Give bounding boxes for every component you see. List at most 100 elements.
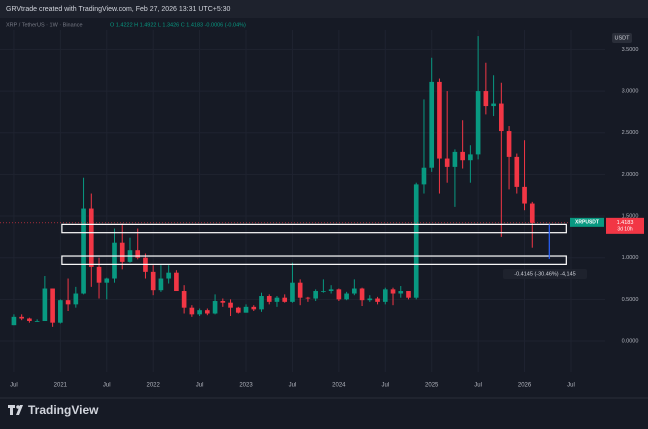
y-tick-label: 1.5000 (622, 213, 639, 219)
symbol-tag-text: XRPUSDT (575, 220, 599, 226)
currency: USDT (615, 35, 631, 41)
candle-body (491, 103, 496, 107)
candle-body (189, 307, 195, 315)
candle-body (406, 291, 411, 298)
x-tick-label: Jul (103, 383, 111, 389)
candle-body (344, 293, 349, 300)
candle-body (522, 186, 527, 204)
candle-body (290, 282, 295, 302)
x-tick-label: Jul (474, 383, 482, 389)
candle-body (421, 167, 427, 185)
candle-body (336, 289, 342, 300)
candle-body (11, 316, 17, 326)
candle-body (475, 91, 481, 155)
candle-body (359, 288, 365, 301)
top-bar (0, 0, 648, 18)
logo (8, 405, 23, 415)
symbol-tag (570, 217, 604, 227)
y-tick-label: 2.5000 (622, 130, 639, 136)
candle-body (460, 151, 465, 161)
candle-body (297, 282, 303, 298)
measure-box (503, 268, 587, 279)
candle-body (88, 208, 94, 267)
currency-box (612, 33, 632, 43)
candle-body (266, 296, 272, 302)
x-tick-label: Jul (196, 383, 204, 389)
price-tag-text: 1.4183 (617, 220, 634, 226)
candle-body (413, 184, 419, 298)
price-tag (606, 217, 644, 234)
candle-body (305, 297, 311, 299)
candle-body (96, 266, 102, 283)
x-tick-label: Jul (381, 383, 389, 389)
y-tick-label: 0.0000 (622, 338, 639, 344)
candle-body (274, 297, 280, 302)
symbol: XRP / TetherUS · 1W · Binance (6, 22, 83, 28)
candle-body (50, 288, 55, 323)
x-tick-label: 2025 (425, 383, 439, 389)
candle-body (282, 297, 288, 302)
countdown: 3d 10h (617, 227, 633, 233)
candle-body (506, 131, 512, 157)
candle-body (437, 81, 442, 159)
y-tick-label: 1.0000 (622, 255, 639, 261)
candle-body (174, 272, 179, 292)
y-tick-label: 3.0000 (622, 89, 639, 95)
candle-body (65, 300, 71, 305)
candle-body (444, 158, 450, 167)
ohlc: O 1.4222 H 1.4922 L 1.3426 C 1.4183 -0.0… (110, 22, 246, 28)
candle-body (158, 278, 164, 291)
candle-body (251, 306, 257, 310)
candle-body (228, 302, 233, 308)
candle-body (42, 288, 48, 322)
candle-body (19, 316, 24, 319)
candle-body (81, 208, 86, 294)
brand: TradingView (28, 403, 99, 417)
candle-body (259, 296, 264, 310)
credit: GRVtrade created with TradingView.com, F… (6, 6, 231, 13)
candle-body (166, 272, 171, 279)
candle-body (58, 300, 63, 323)
candle-body (220, 301, 226, 303)
y-tick-label: 3.5000 (622, 47, 639, 53)
candle-body (313, 291, 318, 299)
zone-box (61, 255, 567, 265)
candle-body (212, 301, 218, 314)
y-tick-label: 2.0000 (622, 172, 639, 178)
candle-body (73, 293, 79, 305)
candle-body (499, 103, 504, 132)
candle-body (328, 289, 334, 292)
candle-body (468, 154, 473, 161)
candle-body (34, 321, 40, 322)
x-tick-label: Jul (289, 383, 297, 389)
candle-body (398, 291, 404, 294)
candle-body (197, 310, 202, 315)
x-tick-label: 2023 (239, 383, 253, 389)
candle-body (150, 271, 156, 291)
candle-body (352, 288, 357, 294)
candle-body (483, 91, 489, 107)
candle-body (514, 156, 520, 187)
candle-body (235, 307, 241, 313)
candle-body (181, 291, 187, 308)
x-tick-label: Jul (10, 383, 18, 389)
candle-body (452, 151, 458, 167)
candle-body (27, 318, 32, 322)
candle-body (367, 298, 373, 301)
x-tick-label: 2022 (147, 383, 161, 389)
candle-body (119, 242, 125, 262)
candle-body (429, 81, 435, 168)
x-tick-label: Jul (567, 383, 575, 389)
x-tick-label: 2024 (332, 383, 346, 389)
measure-label: -0.4145 (-30.46%) -4,145 (514, 271, 575, 277)
candle-body (243, 306, 249, 313)
candle-body (529, 203, 535, 223)
candle-body (112, 242, 117, 279)
candle-body (375, 298, 380, 302)
candle-body (382, 289, 388, 302)
y-tick-label: 0.5000 (622, 297, 639, 303)
x-tick-label: 2026 (518, 383, 532, 389)
zone-box (61, 223, 567, 234)
